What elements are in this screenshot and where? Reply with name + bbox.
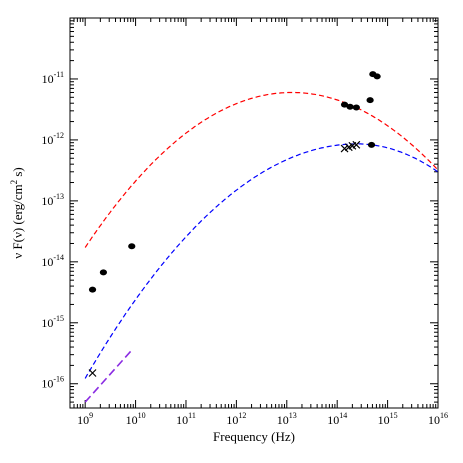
x-tick-base: 10 <box>277 413 289 427</box>
plot-frame <box>69 17 439 409</box>
data-point-circle <box>352 104 360 111</box>
x-tick-exp: 13 <box>289 411 297 420</box>
data-point-circle <box>128 243 136 250</box>
x-tick-base: 10 <box>77 413 89 427</box>
model-curves <box>84 91 438 403</box>
y-tick-base: 10 <box>41 377 53 391</box>
x-tick-label: 1010 <box>126 411 146 427</box>
x-tick-label: 1013 <box>277 411 297 427</box>
data-point-circle <box>367 141 376 148</box>
y-tick-exp: -16 <box>53 375 64 384</box>
y-tick-label: 10-15 <box>41 314 64 330</box>
data-markers <box>88 71 381 377</box>
y-tick-exp: -15 <box>53 314 64 323</box>
y-tick-label: 10-13 <box>41 192 64 208</box>
x-tick-labels: 109 1010 1011 1012 1013 1014 1015 1016 <box>77 411 448 427</box>
y-tick-base: 10 <box>41 133 53 147</box>
y-tick-base: 10 <box>41 316 53 330</box>
y-tick-base: 10 <box>41 194 53 208</box>
y-tick-exp: -14 <box>53 253 64 262</box>
x-tick-base: 10 <box>226 413 238 427</box>
axis-ticks <box>70 17 439 408</box>
y-tick-exp: -13 <box>53 192 64 201</box>
y-tick-label: 10-12 <box>41 131 64 147</box>
data-point-circle <box>346 103 354 110</box>
x-tick-exp: 12 <box>238 411 246 420</box>
radio-extrapolation-line <box>84 349 133 403</box>
x-tick-base: 10 <box>126 413 138 427</box>
model-curve-3 <box>84 143 438 379</box>
x-tick-exp: 15 <box>390 411 398 420</box>
x-tick-exp: 14 <box>339 411 347 420</box>
x-tick-label: 1015 <box>378 411 398 427</box>
x-tick-base: 10 <box>378 413 390 427</box>
y-tick-exp: -11 <box>54 70 64 79</box>
data-point-circle <box>373 73 381 80</box>
x-tick-exp: 16 <box>440 411 448 420</box>
x-tick-base: 10 <box>327 413 339 427</box>
x-tick-label: 109 <box>77 411 93 427</box>
x-tick-exp: 10 <box>138 411 146 420</box>
x-tick-label: 1016 <box>428 411 448 427</box>
data-point-cross <box>88 369 97 377</box>
data-point-cross <box>352 140 361 149</box>
data-point-cross <box>340 144 349 153</box>
x-tick-exp: 11 <box>188 411 196 420</box>
x-axis-label: Frequency (Hz) <box>213 429 295 444</box>
x-tick-base: 10 <box>176 413 188 427</box>
model-curve-2 <box>84 91 438 248</box>
data-point-circle <box>366 97 374 104</box>
x-tick-base: 10 <box>428 413 440 427</box>
x-tick-label: 1014 <box>327 411 347 427</box>
y-tick-label: 10-16 <box>41 375 64 391</box>
x-tick-label: 1011 <box>176 411 196 427</box>
data-point-circle <box>340 101 349 108</box>
y-tick-exp: -12 <box>53 131 64 140</box>
x-tick-label: 1012 <box>226 411 246 427</box>
y-tick-base: 10 <box>41 255 53 269</box>
y-axis-label: ν F(ν) (erg/cm2 s) <box>9 167 25 258</box>
y-tick-base: 10 <box>42 72 54 86</box>
y-tick-label: 10-14 <box>41 253 64 269</box>
data-point-circle <box>88 286 97 293</box>
data-point-circle <box>99 269 108 276</box>
x-tick-exp: 9 <box>89 411 93 420</box>
y-tick-label: 10-11 <box>42 70 64 86</box>
